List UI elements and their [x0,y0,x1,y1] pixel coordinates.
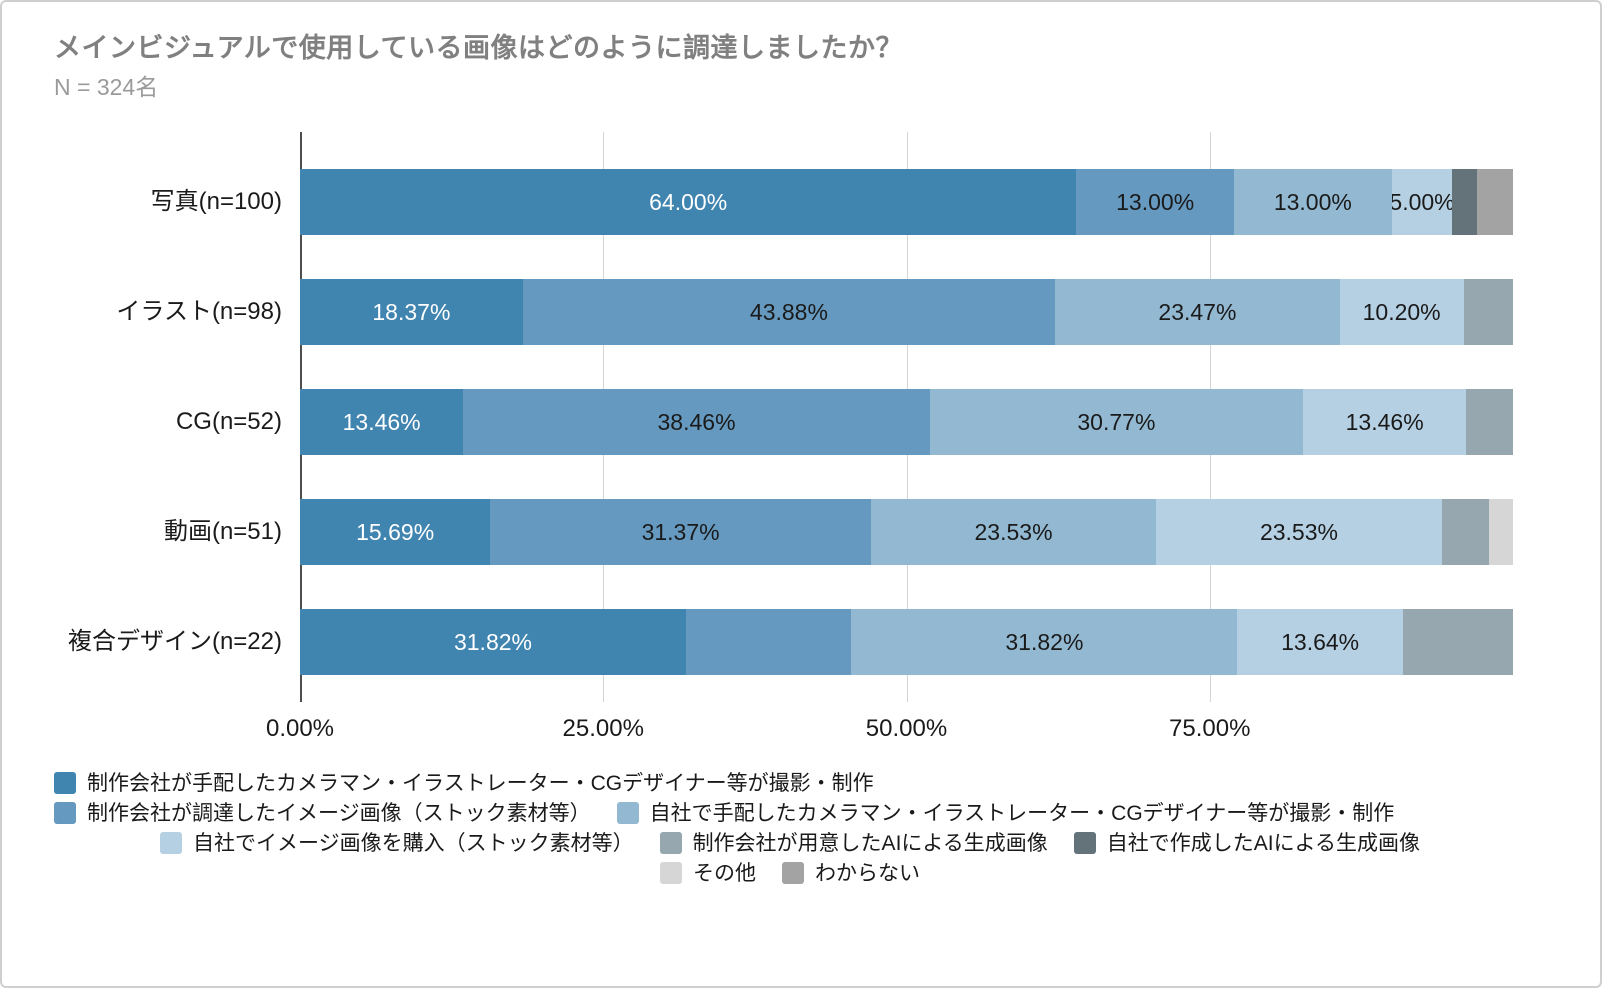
bar-row: 15.69% 31.37% 23.53% 23.53% [300,499,1513,565]
bar-segment-label: 13.46% [1345,408,1424,435]
bar-segment-label: 23.47% [1158,298,1237,325]
bar-segment[interactable] [1476,169,1513,235]
legend-item[interactable]: 制作会社が調達したイメージ画像（ストック素材等） [54,802,591,824]
x-axis-tick-label: 25.00% [562,715,644,742]
bar-segment[interactable]: 31.82% [851,609,1238,675]
legend-label: 制作会社が手配したカメラマン・イラストレーター・CGデザイナー等が撮影・制作 [87,771,874,795]
bar-segment[interactable]: 43.88% [522,279,1056,345]
bar-segment[interactable]: 15.69% [300,499,491,565]
bar-stack: 13.46% 38.46% 30.77% 13.46% [300,389,1513,455]
bar-segment-label: 30.77% [1077,408,1156,435]
bar-segment-label: 23.53% [1259,518,1338,545]
legend-label: 自社でイメージ画像を購入（ストック素材等） [192,831,634,855]
bar-segment[interactable]: 13.46% [300,389,464,455]
bar-row: 64.00% 13.00% 13.00% 5.00% [300,169,1513,235]
plot-area: 64.00% 13.00% 13.00% 5.00% 18.37% 43.88% 23.47… [300,132,1513,702]
bar-row: 18.37% 43.88% 23.47% 10.20% [300,279,1513,345]
bar-stack: 18.37% 43.88% 23.47% 10.20% [300,279,1513,345]
x-axis-tick-label: 0.00% [265,715,335,742]
legend-label: 自社で作成したAIによる生成画像 [1106,831,1420,855]
bar-segment[interactable]: 31.82% [300,609,686,675]
bar-segment-label: 5.00% [1391,188,1453,215]
bar-segment-label: 13.46% [342,408,421,435]
bar-segment[interactable]: 10.20% [1339,279,1464,345]
bar-segment[interactable]: 64.00% [300,169,1077,235]
bar-segment[interactable] [1489,499,1513,565]
legend-swatch-icon [54,772,76,794]
bar-segment-label: 38.46% [657,408,736,435]
bar-segment[interactable]: 13.46% [1303,389,1467,455]
legend-item[interactable]: その他 [660,862,756,884]
bar-row: 13.46% 38.46% 30.77% 13.46% [300,389,1513,455]
bar-segment-label: 13.64% [1281,628,1360,655]
bar-segment-label: 31.82% [1005,628,1084,655]
category-label: イラスト(n=98) [116,298,282,325]
bar-segment[interactable] [1463,279,1513,345]
bar-segment[interactable] [685,609,852,675]
chart-subtitle: N = 324名 [54,74,159,101]
bar-segment[interactable]: 13.00% [1234,169,1392,235]
legend-label: 制作会社が用意したAIによる生成画像 [692,831,1048,855]
bar-segment-label: 31.37% [641,518,720,545]
legend-row: その他 わからない [2,862,1600,884]
legend-label: 自社で手配したカメラマン・イラストレーター・CGデザイナー等が撮影・制作 [649,801,1395,825]
bar-segment[interactable]: 31.37% [490,499,871,565]
legend-row: 自社でイメージ画像を購入（ストック素材等） 制作会社が用意したAIによる生成画像 自… [2,831,1600,855]
page-title: メインビジュアルで使用している画像はどのように調達しましたか？ [54,33,903,63]
legend-item[interactable]: 自社でイメージ画像を購入（ストック素材等） [159,831,634,855]
bar-segment-label: 23.53% [974,518,1053,545]
bar-segment[interactable]: 30.77% [929,389,1304,455]
bar-stack: 31.82% 31.82% 13.64% [300,609,1513,675]
legend-swatch-icon [660,862,682,884]
bar-segment-label: 13.00% [1116,188,1195,215]
chart-header: メインビジュアルで使用している画像はどのように調達しましたか？ N = 324名 [54,32,1534,102]
legend-row: 制作会社が調達したイメージ画像（ストック素材等） 自社で手配したカメラマン・イラス… [2,801,1600,825]
bar-segment[interactable]: 5.00% [1391,169,1453,235]
legend-row: 制作会社が手配したカメラマン・イラストレーター・CGデザイナー等が撮影・制作 [2,772,1600,794]
bar-segment-label: 31.82% [453,628,532,655]
bar-segment[interactable]: 18.37% [300,279,523,345]
bar-row: 31.82% 31.82% 13.64% [300,609,1513,675]
legend-swatch-icon [1073,832,1096,854]
bar-segment[interactable]: 13.00% [1076,169,1234,235]
bar-segment-label: 13.00% [1273,188,1352,215]
legend-item[interactable]: 自社で作成したAIによる生成画像 [1073,831,1420,855]
category-label: CG(n=52) [175,408,282,435]
legend-item[interactable]: 制作会社が用意したAIによる生成画像 [659,831,1048,855]
bar-segment[interactable] [1452,169,1477,235]
bar-segment-label: 43.88% [749,298,828,325]
legend-swatch-icon [782,862,804,884]
bar-stack: 15.69% 31.37% 23.53% 23.53% [300,499,1513,565]
legend-swatch-icon [659,832,682,854]
category-label: 複合デザイン(n=22) [67,628,282,655]
x-axis-tick-label: 75.00% [1169,715,1251,742]
bar-segment-label: 18.37% [372,298,451,325]
legend-label: その他 [693,861,756,885]
legend-swatch-icon [54,802,76,824]
bar-segment[interactable] [1466,389,1513,455]
legend-item[interactable]: 自社で手配したカメラマン・イラストレーター・CGデザイナー等が撮影・制作 [616,801,1395,825]
category-label: 動画(n=51) [163,518,282,545]
legend-swatch-icon [616,802,639,824]
legend-item[interactable]: 制作会社が手配したカメラマン・イラストレーター・CGデザイナー等が撮影・制作 [54,772,874,794]
bar-segment-label: 10.20% [1362,298,1441,325]
bar-segment[interactable] [1441,499,1490,565]
bar-segment[interactable] [1402,609,1513,675]
x-axis-tick-label: 50.00% [865,715,948,742]
legend-swatch-icon [159,832,182,854]
bar-segment-label: 64.00% [649,188,728,215]
bar-segment-label: 15.69% [356,518,435,545]
category-label: 写真(n=100) [150,188,282,215]
bar-segment[interactable]: 38.46% [463,389,930,455]
bar-segment[interactable]: 23.53% [870,499,1157,565]
bar-segment[interactable]: 23.47% [1055,279,1340,345]
legend-label: 制作会社が調達したイメージ画像（ストック素材等） [87,801,591,825]
bar-segment[interactable]: 13.64% [1237,609,1403,675]
chart-legend: 制作会社が手配したカメラマン・イラストレーター・CGデザイナー等が撮影・制作 制作… [2,772,1600,892]
legend-item[interactable]: わからない [782,862,920,884]
legend-label: わからない [815,861,920,885]
bar-stack: 64.00% 13.00% 13.00% 5.00% [300,169,1513,235]
bar-segment[interactable]: 23.53% [1156,499,1442,565]
